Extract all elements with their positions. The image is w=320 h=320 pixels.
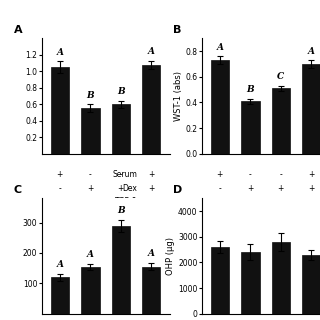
Text: Dex: Dex <box>123 184 138 193</box>
Text: -: - <box>249 197 252 206</box>
Text: -: - <box>219 197 221 206</box>
Bar <box>211 247 229 314</box>
Text: B: B <box>117 206 125 215</box>
Text: A: A <box>87 250 94 259</box>
Bar <box>302 64 320 154</box>
Bar <box>302 255 320 314</box>
Text: +: + <box>87 184 93 193</box>
Text: +: + <box>148 197 155 206</box>
Text: A: A <box>148 249 155 258</box>
Bar <box>112 104 130 154</box>
Text: -: - <box>59 184 61 193</box>
Text: +: + <box>148 170 155 179</box>
Bar <box>272 88 290 154</box>
Bar <box>142 267 160 314</box>
Text: C: C <box>13 185 21 195</box>
Bar <box>81 267 100 314</box>
Text: -: - <box>279 170 282 179</box>
Bar <box>51 277 69 314</box>
Text: +: + <box>308 197 315 206</box>
Text: +: + <box>57 170 63 179</box>
Text: +: + <box>308 170 315 179</box>
Bar <box>241 101 260 154</box>
Text: A: A <box>148 47 155 56</box>
Text: +: + <box>308 184 315 193</box>
Text: +: + <box>217 170 223 179</box>
Text: -: - <box>89 197 92 206</box>
Bar <box>142 65 160 154</box>
Text: +: + <box>278 184 284 193</box>
Text: C: C <box>277 72 284 81</box>
Text: -: - <box>89 170 92 179</box>
Text: +: + <box>148 184 155 193</box>
Y-axis label: OHP (µg): OHP (µg) <box>166 237 175 275</box>
Text: A: A <box>216 43 223 52</box>
Text: A: A <box>56 260 63 269</box>
Text: A: A <box>308 46 315 56</box>
Text: -: - <box>219 184 221 193</box>
Bar <box>112 226 130 314</box>
Text: A: A <box>56 48 63 57</box>
Text: B: B <box>246 85 254 94</box>
Text: -: - <box>119 170 122 179</box>
Text: D: D <box>173 185 183 195</box>
Text: +: + <box>278 197 284 206</box>
Y-axis label: WST-1 (abs): WST-1 (abs) <box>173 71 182 121</box>
Text: +: + <box>118 197 124 206</box>
Text: -: - <box>249 170 252 179</box>
Text: A: A <box>13 25 22 35</box>
Text: B: B <box>86 91 94 100</box>
Text: Serum: Serum <box>113 170 138 179</box>
Bar <box>241 252 260 314</box>
Text: -: - <box>59 197 61 206</box>
Text: +: + <box>247 184 253 193</box>
Text: B: B <box>173 25 182 35</box>
Text: TGF-β: TGF-β <box>115 197 138 206</box>
Bar <box>272 242 290 314</box>
Bar <box>81 108 100 154</box>
Text: +: + <box>118 184 124 193</box>
Text: B: B <box>117 87 125 96</box>
Bar <box>51 67 69 154</box>
Bar <box>211 60 229 154</box>
